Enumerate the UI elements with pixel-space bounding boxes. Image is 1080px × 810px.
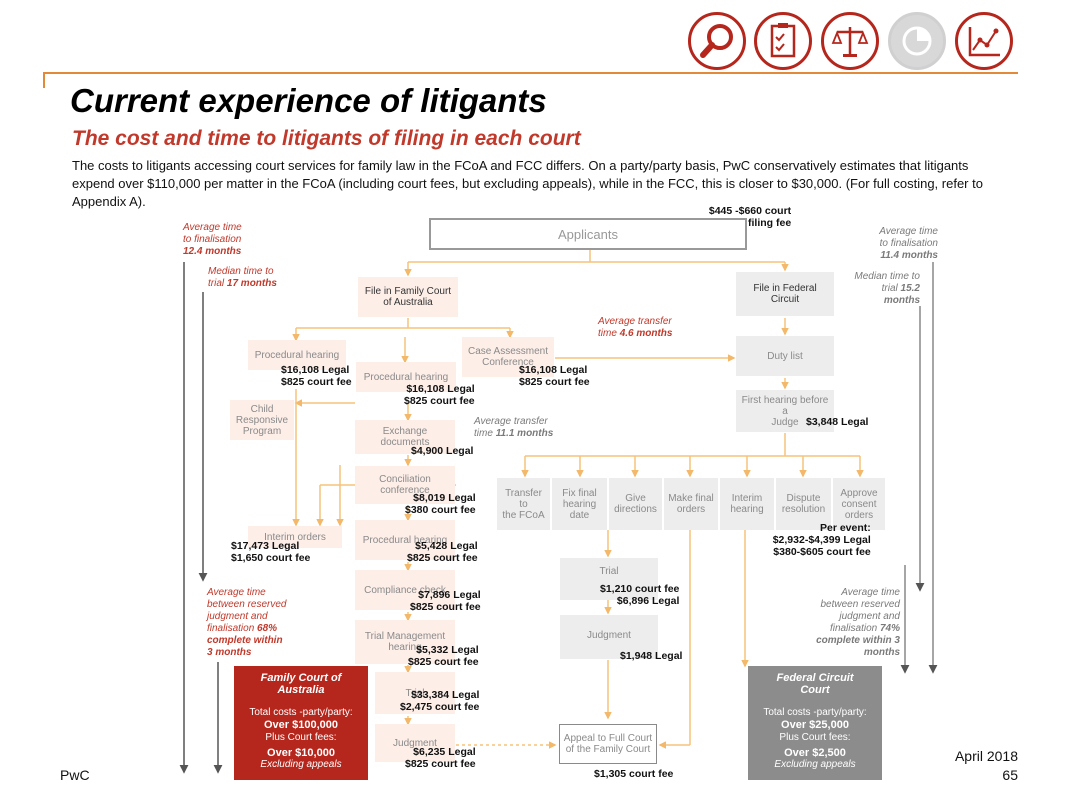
procedural-hearing-2-cost: $16,108 Legal $825 court fee bbox=[404, 383, 475, 407]
fcoa-trial-cost: $33,384 Legal $2,475 court fee bbox=[400, 689, 480, 713]
fcc-trial-box: Trial bbox=[560, 558, 658, 600]
file-fcc-box: File in Federal Circuit bbox=[736, 272, 834, 316]
first-hearing-box: First hearing before a Judge bbox=[736, 390, 834, 432]
per-event-cost: Per event: $2,932-$4,399 Legal $380-$605 c… bbox=[772, 522, 871, 558]
page-subtitle: The cost and time to litigants of filing… bbox=[72, 127, 581, 150]
magnifier-icon[interactable] bbox=[688, 12, 746, 70]
pie-chart-icon[interactable] bbox=[888, 12, 946, 70]
option-directions-box: Give directions bbox=[609, 478, 662, 530]
fcc-finalisation-note: Average time to finalisation 11.4 months bbox=[879, 226, 938, 261]
fcoa-judgment-box: Judgment bbox=[375, 724, 455, 762]
fcc-judgment-cost: $1,948 Legal bbox=[620, 650, 683, 662]
appeal-box: Appeal to Full Court of the Family Court bbox=[559, 724, 657, 764]
appeal-cost: $1,305 court fee bbox=[594, 768, 674, 780]
line-chart-icon[interactable] bbox=[955, 12, 1013, 70]
duty-list-box: Duty list bbox=[736, 336, 834, 376]
applicants-fee: $445 -$660 court filing fee bbox=[708, 205, 792, 229]
fcoa-reserved-note: Average time between reserved judgment and… bbox=[207, 587, 287, 658]
page-title: Current experience of litigants bbox=[70, 82, 547, 119]
fcc-summary-box: Federal Circuit Court Total costs -party… bbox=[748, 666, 882, 780]
trial-management-cost: $5,332 Legal $825 court fee bbox=[408, 644, 479, 668]
case-assessment-cost: $16,108 Legal $825 court fee bbox=[519, 364, 590, 388]
transfer-time-2-note: Average transfer time 11.1 months bbox=[474, 416, 554, 439]
file-fcoa-box: File in Family Court of Australia bbox=[358, 277, 458, 317]
procedural-hearing-1-box: Procedural hearing bbox=[248, 340, 346, 370]
transfer-time-1-note: Average transfer time 4.6 months bbox=[598, 316, 673, 339]
option-consent-orders-box: Approve consent orders bbox=[833, 478, 885, 530]
case-assessment-box: Case Assessment Conference bbox=[462, 337, 554, 377]
trial-management-box: Trial Management hearing bbox=[355, 620, 455, 664]
option-dispute-resolution-box: Dispute resolution bbox=[776, 478, 831, 530]
exchange-documents-cost: $4,900 Legal bbox=[411, 445, 474, 457]
option-final-orders-box: Make final orders bbox=[664, 478, 718, 530]
header-rule bbox=[43, 72, 1018, 74]
clipboard-checklist-icon[interactable] bbox=[754, 12, 812, 70]
fcc-judgment-box: Judgment bbox=[560, 615, 658, 659]
applicants-box: Applicants bbox=[429, 218, 747, 250]
fcc-reserved-note: Average time between reserved judgment and… bbox=[816, 587, 900, 658]
fcc-median-trial-note: Median time to trial 15.2 months bbox=[854, 271, 920, 306]
header-rule-tick bbox=[43, 72, 45, 88]
procedural-hearing-2-box: Procedural hearing bbox=[356, 362, 456, 392]
fcoa-median-trial-note: Median time to trial 17 months bbox=[208, 266, 277, 289]
fcoa-trial-box: Trial bbox=[375, 672, 455, 714]
compliance-check-cost: $7,896 Legal $825 court fee bbox=[410, 589, 481, 613]
fcoa-finalisation-note: Average time to finalisation 12.4 months bbox=[183, 222, 242, 257]
procedural-hearing-3-cost: $5,428 Legal $825 court fee bbox=[407, 540, 478, 564]
option-fix-hearing-box: Fix final hearing date bbox=[552, 478, 607, 530]
conciliation-cost: $8,019 Legal $380 court fee bbox=[405, 492, 476, 516]
scales-icon[interactable] bbox=[821, 12, 879, 70]
procedural-hearing-1-cost: $16,108 Legal $825 court fee bbox=[281, 364, 352, 388]
procedural-hearing-3-box: Procedural hearing bbox=[355, 520, 455, 560]
first-hearing-cost: $3,848 Legal bbox=[806, 416, 869, 428]
footer-date: April 2018 bbox=[954, 748, 1018, 764]
conciliation-box: Conciliation conference bbox=[355, 466, 455, 504]
fcc-trial-cost: $1,210 court fee $6,896 Legal bbox=[600, 583, 680, 607]
exchange-documents-box: Exchange documents bbox=[355, 420, 455, 454]
fcoa-judgment-cost: $6,235 Legal $825 court fee bbox=[405, 746, 476, 770]
compliance-check-box: Compliance check bbox=[355, 570, 455, 610]
page-number: 65 bbox=[1002, 767, 1018, 783]
child-program-box: Child Responsive Program bbox=[230, 400, 294, 440]
option-interim-hearing-box: Interim hearing bbox=[720, 478, 774, 530]
interim-orders-cost: $17,473 Legal $1,650 court fee bbox=[231, 540, 311, 564]
intro-paragraph: The costs to litigants accessing court s… bbox=[72, 158, 983, 209]
fcoa-summary-box: Family Court of Australia Total costs -p… bbox=[234, 666, 368, 780]
option-transfer-box: Transfer to the FCoA bbox=[497, 478, 550, 530]
footer-brand: PwC bbox=[60, 767, 90, 783]
interim-orders-box: Interim orders bbox=[248, 526, 342, 548]
